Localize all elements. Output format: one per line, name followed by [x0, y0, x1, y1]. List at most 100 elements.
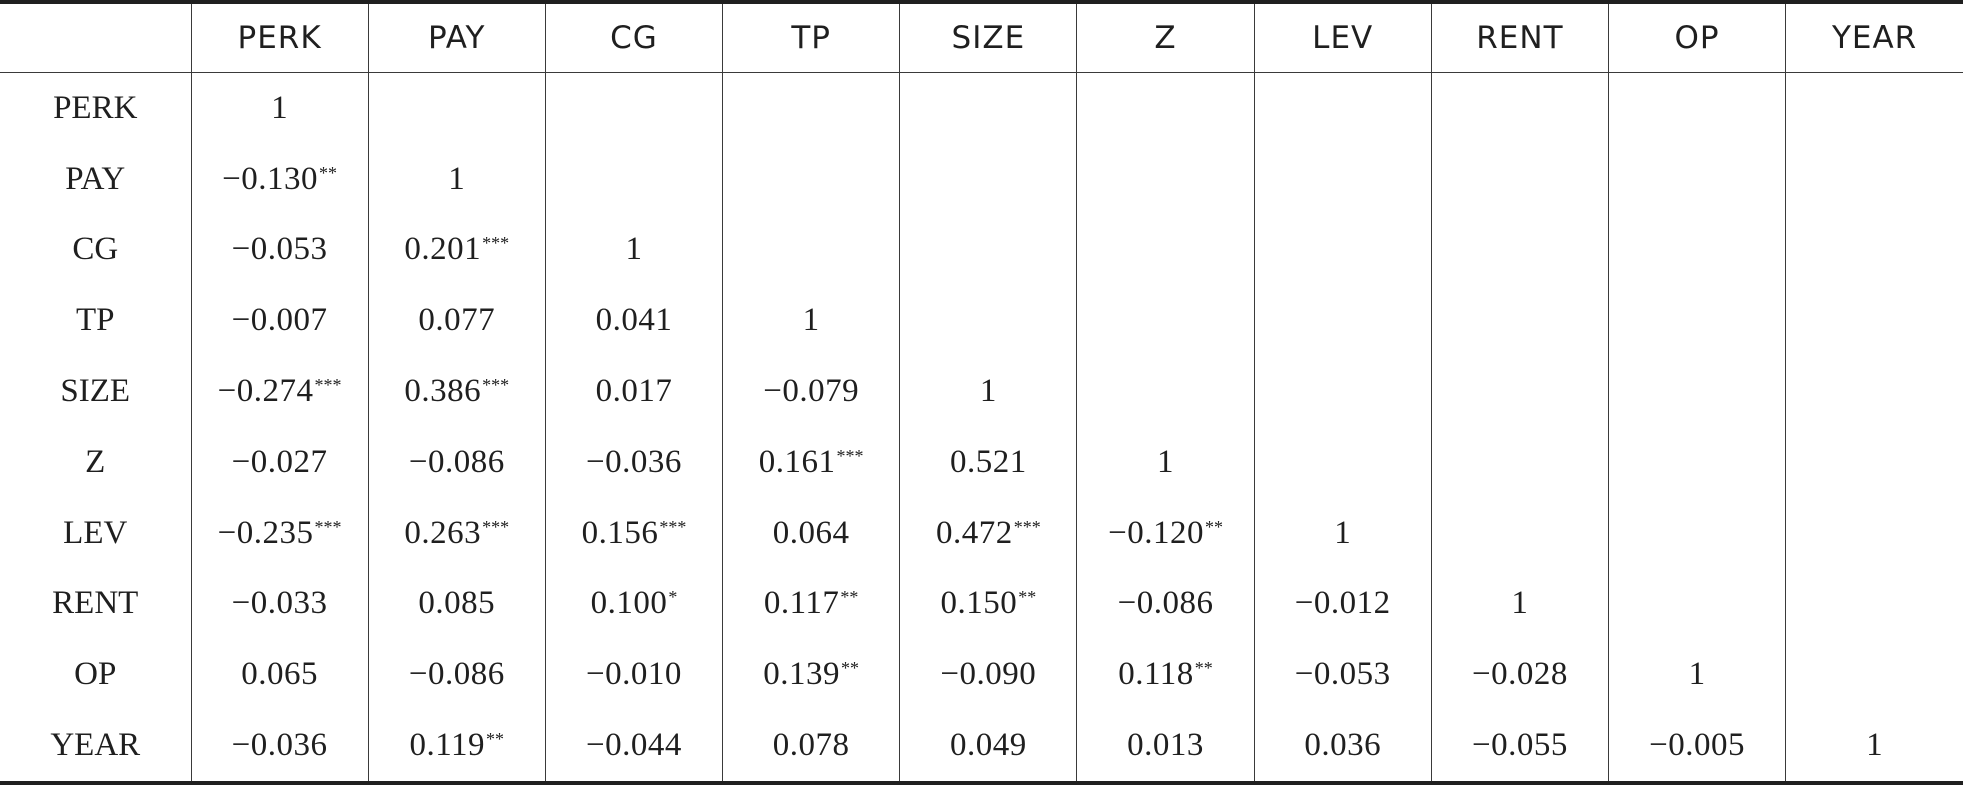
correlation-cell: 1	[1785, 710, 1963, 783]
correlation-cell	[367, 72, 546, 144]
correlation-cell	[1253, 426, 1432, 498]
correlation-cell: 0.049	[899, 710, 1077, 783]
correlation-cell: 0.263***	[367, 497, 546, 569]
correlation-cell	[1430, 285, 1609, 357]
correlation-cell: 0.064	[722, 497, 900, 569]
correlation-cell: −0.235***	[190, 497, 369, 569]
column-header: RENT	[1430, 2, 1609, 73]
correlation-cell: 0.065	[190, 639, 369, 711]
column-header: SIZE	[899, 2, 1077, 73]
correlation-cell: 0.078	[722, 710, 900, 783]
correlation-cell: 0.100*	[544, 568, 723, 640]
correlation-cell: −0.053	[1253, 639, 1432, 711]
correlation-cell	[722, 214, 900, 286]
correlation-value: 0.156	[581, 514, 659, 551]
correlation-cell: 0.156***	[544, 497, 723, 569]
correlation-cell	[1785, 497, 1963, 569]
correlation-cell	[1607, 285, 1786, 357]
table-row: SIZE −0.274*** 0.386*** 0.017 −0.079 1	[0, 356, 1963, 427]
correlation-cell: 0.017	[544, 356, 723, 427]
correlation-cell: −0.036	[190, 710, 369, 783]
correlation-value: −0.090	[940, 656, 1037, 693]
correlation-cell: 0.036	[1253, 710, 1432, 783]
significance-stars: ***	[314, 375, 342, 396]
correlation-cell	[1253, 214, 1432, 286]
row-label: LEV	[63, 514, 128, 551]
correlation-cell: −0.090	[899, 639, 1077, 711]
correlation-cell: 0.521	[899, 426, 1077, 498]
correlation-value: 1	[1511, 585, 1529, 622]
correlation-value: 0.065	[241, 656, 318, 693]
table-row: PAY −0.130** 1	[0, 143, 1963, 215]
correlation-value: 0.386	[404, 373, 482, 410]
significance-stars: *	[668, 587, 678, 608]
correlation-value: 0.150	[940, 585, 1018, 622]
correlation-cell: −0.005	[1607, 710, 1786, 783]
correlation-cell	[722, 143, 900, 215]
correlation-cell: −0.055	[1430, 710, 1609, 783]
correlation-cell: 1	[899, 356, 1077, 427]
correlation-value: −0.053	[231, 231, 328, 268]
correlation-cell: 1	[544, 214, 723, 286]
correlation-cell	[722, 72, 900, 144]
row-label: RENT	[52, 585, 139, 622]
correlation-cell	[1607, 426, 1786, 498]
correlation-cell	[1785, 285, 1963, 357]
row-label: YEAR	[50, 727, 141, 764]
correlation-cell: 0.041	[544, 285, 723, 357]
correlation-cell	[1430, 214, 1609, 286]
correlation-value: 1	[1157, 443, 1175, 480]
correlation-cell: −0.086	[367, 639, 546, 711]
correlation-value: 0.161	[758, 443, 836, 480]
correlation-value: 1	[1688, 656, 1706, 693]
correlation-value: −0.036	[586, 443, 682, 480]
correlation-cell	[899, 214, 1077, 286]
correlation-value: −0.086	[408, 443, 505, 480]
correlation-cell: 1	[1430, 568, 1609, 640]
correlation-value: 0.521	[949, 443, 1027, 480]
table-row: PERK 1	[0, 72, 1963, 144]
correlation-cell	[1607, 143, 1786, 215]
correlation-value: −0.007	[231, 302, 328, 339]
correlation-cell: −0.086	[367, 426, 546, 498]
correlation-cell: 0.201***	[367, 214, 546, 286]
correlation-cell: 1	[1607, 639, 1786, 711]
correlation-cell	[1785, 72, 1963, 144]
correlation-cell: 1	[1076, 426, 1255, 498]
correlation-value: −0.036	[231, 727, 328, 764]
column-header: PERK	[190, 2, 369, 73]
correlation-value: 1	[1866, 727, 1884, 764]
correlation-value: −0.055	[1471, 727, 1568, 764]
table-row: RENT −0.033 0.085 0.100* 0.117** 0.150** −0.08…	[0, 568, 1963, 640]
correlation-cell: −0.053	[190, 214, 369, 286]
correlation-value: 0.017	[595, 373, 673, 410]
correlation-cell: 0.472***	[899, 497, 1077, 569]
correlation-value: 1	[979, 373, 997, 410]
correlation-cell	[1607, 568, 1786, 640]
significance-stars: **	[1204, 516, 1223, 537]
significance-stars: ***	[482, 233, 510, 254]
correlation-cell: −0.027	[190, 426, 369, 498]
correlation-cell: 0.077	[367, 285, 546, 357]
correlation-cell: −0.010	[544, 639, 723, 711]
correlation-cell: 1	[1253, 497, 1432, 569]
correlation-cell	[1430, 356, 1609, 427]
correlation-cell	[1253, 356, 1432, 427]
correlation-value: 0.013	[1127, 727, 1204, 764]
correlation-value: −0.027	[231, 443, 328, 480]
correlation-cell	[544, 72, 723, 144]
significance-stars: ***	[836, 445, 864, 466]
correlation-cell: −0.086	[1076, 568, 1255, 640]
table-row: TP −0.007 0.077 0.041 1	[0, 285, 1963, 357]
significance-stars: ***	[482, 516, 510, 537]
table-row: LEV −0.235*** 0.263*** 0.156*** 0.064 0.472**…	[0, 497, 1963, 569]
significance-stars: **	[1018, 587, 1037, 608]
correlation-cell	[1607, 356, 1786, 427]
correlation-value: 0.118	[1118, 656, 1194, 693]
corner-cell	[0, 2, 191, 73]
correlation-value: −0.012	[1294, 585, 1391, 622]
significance-stars: ***	[482, 375, 510, 396]
correlation-cell	[1430, 426, 1609, 498]
correlation-value: 0.201	[404, 231, 482, 268]
